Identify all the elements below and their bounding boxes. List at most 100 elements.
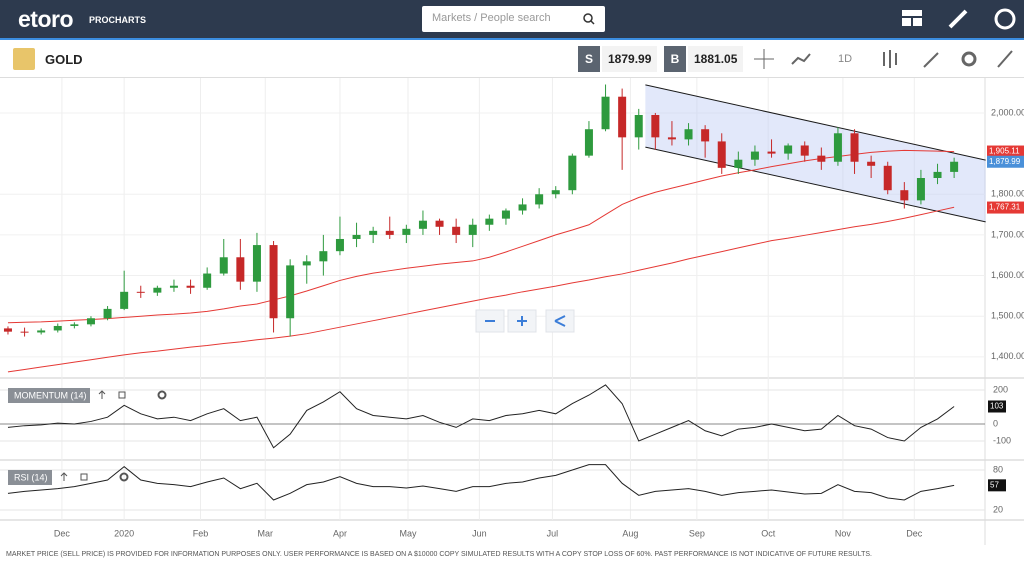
candle-body bbox=[169, 285, 178, 288]
candle-body bbox=[584, 129, 593, 156]
buy-price[interactable]: 1881.05 bbox=[688, 46, 744, 72]
interval-selector[interactable]: 1D bbox=[838, 53, 853, 65]
candle-body bbox=[833, 133, 842, 162]
sell-button[interactable]: S bbox=[578, 46, 600, 72]
y-tick-label: 2,000.00 bbox=[991, 107, 1024, 117]
price-tag bbox=[987, 145, 1024, 158]
candle-body bbox=[535, 194, 544, 205]
candle-body bbox=[784, 145, 793, 154]
toolbar: GOLD S 1879.99 B 1881.05 1D bbox=[0, 40, 1024, 78]
candle-body bbox=[850, 133, 859, 162]
candle-body bbox=[37, 330, 46, 333]
y-tick-label: 1,400.00 bbox=[991, 351, 1024, 361]
zoom-controls bbox=[475, 309, 575, 333]
settings-icon[interactable] bbox=[961, 51, 977, 67]
x-tick-label: Aug bbox=[622, 528, 638, 538]
y-tick-label: -100 bbox=[993, 435, 1011, 445]
x-tick-label: Nov bbox=[835, 528, 852, 538]
x-tick-label: Oct bbox=[761, 528, 776, 538]
candle-body bbox=[900, 190, 909, 201]
candle-body bbox=[634, 114, 643, 138]
candle-body bbox=[916, 178, 925, 201]
candle-body bbox=[568, 155, 577, 191]
drawing-tools-icon[interactable] bbox=[923, 52, 939, 68]
candle-body bbox=[767, 151, 776, 154]
rsi-line bbox=[7, 464, 955, 501]
y-tick-label: 1,800.00 bbox=[991, 189, 1024, 199]
maximize-button[interactable] bbox=[80, 473, 88, 481]
logo[interactable]: etoro bbox=[18, 6, 74, 32]
candle-body bbox=[618, 96, 627, 138]
candle-body bbox=[70, 324, 79, 326]
price-tag bbox=[987, 155, 1024, 168]
price-tag bbox=[987, 201, 1024, 214]
price-tag-label: 1,905.11 bbox=[989, 147, 1020, 156]
search-placeholder: Markets / People search bbox=[432, 12, 551, 24]
x-tick-label: Jul bbox=[547, 528, 559, 538]
candle-body bbox=[252, 245, 261, 282]
candle-body bbox=[452, 226, 461, 235]
y-tick-label: 0 bbox=[993, 418, 998, 428]
candle-body bbox=[800, 145, 809, 156]
buy-button[interactable]: B bbox=[664, 46, 686, 72]
fullscreen-icon[interactable] bbox=[997, 50, 1013, 68]
candle-body bbox=[385, 230, 394, 235]
draw-icon[interactable] bbox=[948, 9, 968, 29]
momentum-line bbox=[7, 384, 955, 449]
settings-button[interactable] bbox=[157, 390, 167, 400]
search-box[interactable]: Markets / People search bbox=[422, 6, 605, 32]
settings-button[interactable] bbox=[119, 472, 129, 482]
candle-body bbox=[418, 220, 427, 229]
candle-body bbox=[601, 96, 610, 130]
channel-line bbox=[645, 146, 986, 223]
profile-icon[interactable] bbox=[994, 8, 1016, 30]
candle-body bbox=[933, 171, 942, 178]
last-value-box bbox=[988, 400, 1006, 413]
candle-body bbox=[485, 218, 494, 225]
candle-body bbox=[717, 141, 726, 168]
search-icon bbox=[583, 13, 595, 25]
x-tick-label: Dec bbox=[54, 528, 71, 538]
move-up-button[interactable] bbox=[98, 390, 106, 399]
candle-body bbox=[734, 159, 743, 168]
candle-body bbox=[667, 137, 676, 140]
candle-body bbox=[817, 155, 826, 162]
panel-label: RSI (14) bbox=[14, 472, 48, 482]
panel-controls bbox=[60, 472, 129, 482]
candle-body bbox=[286, 265, 295, 319]
sell-price[interactable]: 1879.99 bbox=[602, 46, 658, 72]
candle-body bbox=[219, 257, 228, 274]
zoom-icon bbox=[554, 315, 566, 327]
candle-body bbox=[236, 257, 245, 282]
maximize-button[interactable] bbox=[118, 391, 126, 399]
instrument-icon bbox=[13, 48, 35, 70]
price-axis bbox=[985, 78, 1024, 520]
candle-body bbox=[302, 261, 311, 266]
candle-body bbox=[501, 210, 510, 219]
candle-body bbox=[153, 287, 162, 293]
toolbar-icons bbox=[754, 49, 1013, 69]
candle-body bbox=[269, 245, 278, 319]
x-tick-label: Dec bbox=[906, 528, 923, 538]
x-tick-label: Apr bbox=[333, 528, 347, 538]
chart-type-icon[interactable] bbox=[791, 53, 811, 65]
zoom-icon bbox=[517, 316, 527, 326]
y-tick-label: 1,500.00 bbox=[991, 311, 1024, 321]
candle-body bbox=[867, 161, 876, 166]
moving-average bbox=[7, 206, 955, 373]
panel-label: MOMENTUM (14) bbox=[14, 390, 87, 400]
last-value-box bbox=[988, 479, 1006, 492]
candle-body bbox=[750, 151, 759, 160]
candle-body bbox=[103, 308, 112, 319]
channel-line bbox=[645, 84, 986, 161]
zoom-button[interactable] bbox=[545, 309, 575, 333]
x-tick-label: May bbox=[400, 528, 418, 538]
candle-body bbox=[701, 129, 710, 142]
candle-body bbox=[468, 224, 477, 235]
candle-body bbox=[136, 291, 145, 293]
channel-fill bbox=[645, 84, 986, 222]
candle-body bbox=[186, 285, 195, 288]
move-up-button[interactable] bbox=[60, 472, 68, 481]
candle-body bbox=[883, 165, 892, 191]
